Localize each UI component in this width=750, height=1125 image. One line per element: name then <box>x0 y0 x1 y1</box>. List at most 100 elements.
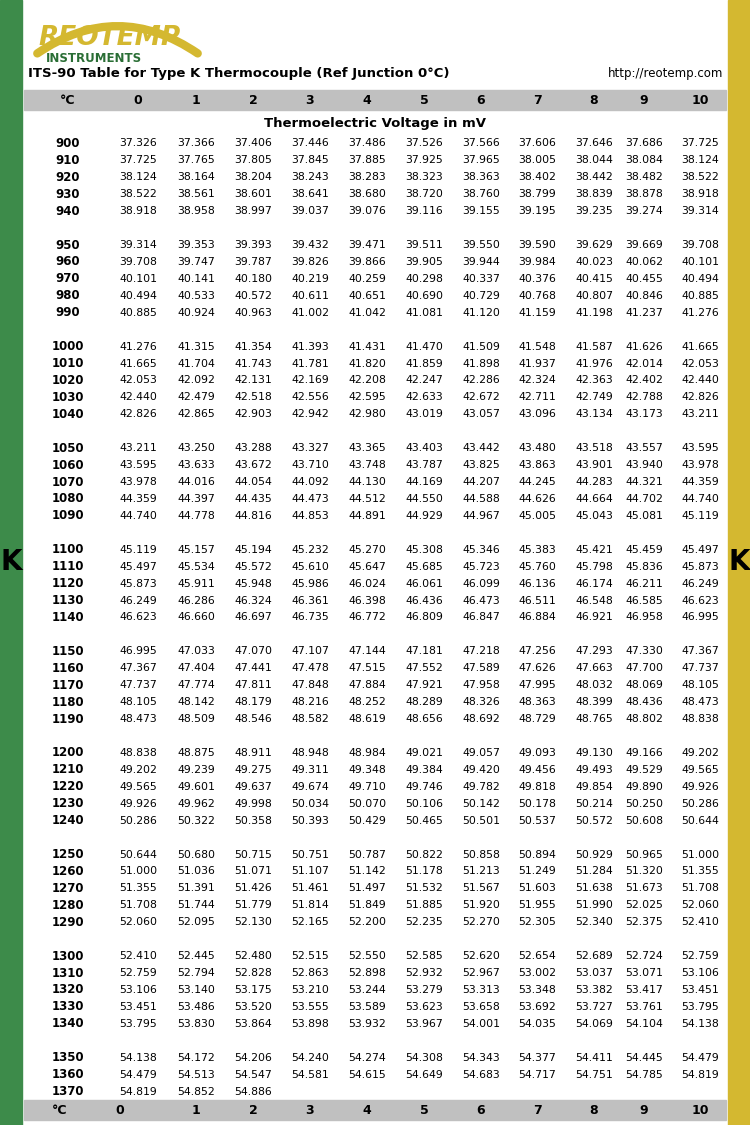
Text: 52.654: 52.654 <box>518 951 556 961</box>
Text: 46.735: 46.735 <box>291 612 328 622</box>
Text: 50.751: 50.751 <box>291 849 329 860</box>
Text: 49.021: 49.021 <box>405 748 443 758</box>
Text: 42.595: 42.595 <box>348 393 386 403</box>
Text: 53.589: 53.589 <box>348 1002 386 1011</box>
Text: 43.365: 43.365 <box>348 443 386 453</box>
Bar <box>24 90 726 110</box>
Text: 43.518: 43.518 <box>575 443 613 453</box>
Text: 40.885: 40.885 <box>119 308 157 317</box>
Text: 1000: 1000 <box>52 340 84 353</box>
Text: 42.440: 42.440 <box>681 376 719 386</box>
Text: 45.043: 45.043 <box>575 511 613 521</box>
Text: 1170: 1170 <box>52 678 84 692</box>
Text: 49.529: 49.529 <box>626 765 663 775</box>
Text: 52.585: 52.585 <box>405 951 442 961</box>
Text: 47.256: 47.256 <box>518 647 556 656</box>
Text: 48.692: 48.692 <box>462 714 500 724</box>
Text: 38.760: 38.760 <box>462 189 500 199</box>
Text: 37.526: 37.526 <box>405 138 442 148</box>
Text: 50.393: 50.393 <box>291 816 329 826</box>
Text: 46.548: 46.548 <box>575 595 613 605</box>
Text: 48.948: 48.948 <box>291 748 328 758</box>
Text: 51.779: 51.779 <box>234 900 272 910</box>
Text: 1370: 1370 <box>52 1084 84 1098</box>
Text: INSTRUMENTS: INSTRUMENTS <box>46 52 142 64</box>
Text: 960: 960 <box>56 255 80 269</box>
Text: 50.822: 50.822 <box>405 849 443 860</box>
Text: 44.550: 44.550 <box>405 494 443 504</box>
Text: 53.106: 53.106 <box>681 968 719 978</box>
Text: 53.140: 53.140 <box>177 986 215 994</box>
Text: 40.533: 40.533 <box>177 291 215 300</box>
Text: 50.142: 50.142 <box>462 799 500 809</box>
Text: 48.105: 48.105 <box>119 698 157 708</box>
Text: 40.963: 40.963 <box>234 308 272 317</box>
Text: 53.279: 53.279 <box>405 986 442 994</box>
Text: 45.873: 45.873 <box>119 578 157 588</box>
Text: 44.130: 44.130 <box>348 477 386 487</box>
Text: 54.274: 54.274 <box>348 1053 386 1063</box>
Text: 53.520: 53.520 <box>234 1002 272 1011</box>
Text: 53.864: 53.864 <box>234 1019 272 1029</box>
Text: 42.053: 42.053 <box>681 359 719 369</box>
Text: 54.649: 54.649 <box>405 1070 442 1080</box>
Text: 50.250: 50.250 <box>625 799 663 809</box>
Text: 1070: 1070 <box>52 476 84 488</box>
Text: 40.062: 40.062 <box>625 256 663 267</box>
Text: 52.759: 52.759 <box>119 968 157 978</box>
Text: 10: 10 <box>692 93 709 107</box>
Text: 53.830: 53.830 <box>177 1019 215 1029</box>
Text: 49.093: 49.093 <box>518 748 556 758</box>
Text: 49.202: 49.202 <box>119 765 157 775</box>
Text: 38.918: 38.918 <box>681 189 718 199</box>
Text: 46.286: 46.286 <box>177 595 214 605</box>
Text: 47.626: 47.626 <box>518 664 556 673</box>
Text: 49.130: 49.130 <box>575 748 613 758</box>
Text: 48.838: 48.838 <box>681 714 718 724</box>
Text: 46.436: 46.436 <box>405 595 442 605</box>
Text: 47.848: 47.848 <box>291 681 328 691</box>
Text: 50.429: 50.429 <box>348 816 386 826</box>
Text: 39.195: 39.195 <box>518 206 556 216</box>
Text: 49.962: 49.962 <box>177 799 214 809</box>
Text: 52.165: 52.165 <box>291 917 328 927</box>
Text: 38.522: 38.522 <box>119 189 157 199</box>
Text: 54.411: 54.411 <box>575 1053 613 1063</box>
Text: 46.249: 46.249 <box>681 578 718 588</box>
Text: 43.825: 43.825 <box>462 460 500 470</box>
Text: 50.286: 50.286 <box>681 799 719 809</box>
Text: 40.729: 40.729 <box>462 291 500 300</box>
Text: 44.891: 44.891 <box>348 511 386 521</box>
Text: 1240: 1240 <box>52 814 84 827</box>
Text: 37.646: 37.646 <box>575 138 613 148</box>
Text: 38.084: 38.084 <box>625 155 663 165</box>
Text: 1350: 1350 <box>52 1051 84 1064</box>
Text: 52.095: 52.095 <box>177 917 215 927</box>
Text: 43.978: 43.978 <box>119 477 157 487</box>
Text: 38.243: 38.243 <box>291 172 328 182</box>
Text: 52.270: 52.270 <box>462 917 500 927</box>
Text: 51.071: 51.071 <box>234 866 272 876</box>
Text: 41.198: 41.198 <box>575 308 613 317</box>
Text: 42.324: 42.324 <box>518 376 556 386</box>
Text: 41.081: 41.081 <box>405 308 443 317</box>
Text: 37.366: 37.366 <box>177 138 214 148</box>
Text: 43.595: 43.595 <box>681 443 718 453</box>
Text: 39.432: 39.432 <box>291 240 328 250</box>
Text: 52.130: 52.130 <box>234 917 272 927</box>
Text: 41.276: 41.276 <box>119 342 157 352</box>
Text: 48.399: 48.399 <box>575 698 613 708</box>
Text: 48.765: 48.765 <box>575 714 613 724</box>
Text: 39.274: 39.274 <box>626 206 663 216</box>
Text: 53.898: 53.898 <box>291 1019 328 1029</box>
Text: 38.044: 38.044 <box>575 155 613 165</box>
Text: 45.572: 45.572 <box>234 561 272 572</box>
Text: 51.744: 51.744 <box>177 900 214 910</box>
Text: 40.807: 40.807 <box>575 291 613 300</box>
Text: 47.811: 47.811 <box>234 681 272 691</box>
Text: 1290: 1290 <box>52 916 84 929</box>
Text: 46.921: 46.921 <box>575 612 613 622</box>
Text: 47.552: 47.552 <box>405 664 442 673</box>
Text: 43.442: 43.442 <box>462 443 500 453</box>
Text: 54.035: 54.035 <box>518 1019 556 1029</box>
